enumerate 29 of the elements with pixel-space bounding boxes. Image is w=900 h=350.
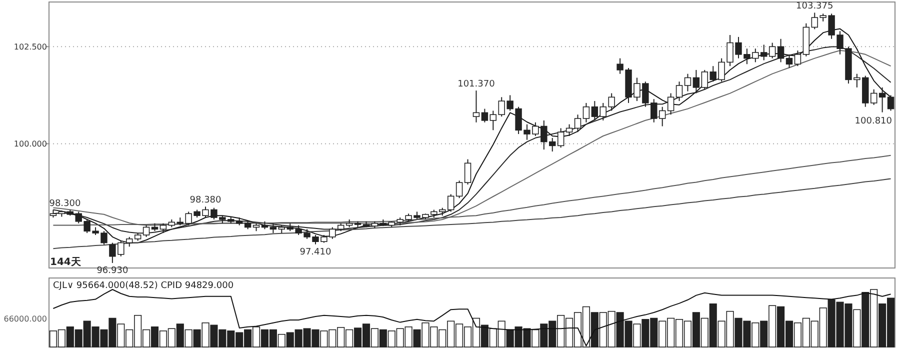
y-tick-label: 100.000 xyxy=(14,140,47,149)
annotation: 96.930 xyxy=(96,266,128,276)
annotation: CJL∨ 95664.000(48.52) CPID 94829.000 xyxy=(53,281,234,291)
candlestick xyxy=(786,54,793,69)
candlestick xyxy=(692,69,700,94)
candlestick xyxy=(591,100,598,121)
annotation: 101.370 xyxy=(458,80,496,90)
candlestick xyxy=(878,86,886,113)
candlestick xyxy=(887,94,894,112)
candlestick xyxy=(582,102,590,123)
candlestick xyxy=(667,92,674,116)
annotation: 98.300 xyxy=(49,198,81,209)
annotation: 98.380 xyxy=(190,196,222,206)
candlestick xyxy=(464,158,472,186)
candlestick xyxy=(481,108,488,123)
annotation: 103.375 xyxy=(796,2,834,12)
candlestick xyxy=(566,124,573,136)
candlestick xyxy=(676,81,683,102)
candlestick xyxy=(557,128,564,148)
candlestick xyxy=(794,50,802,67)
candlestick xyxy=(456,180,463,199)
candlestick xyxy=(574,114,582,133)
annotation: 144天 xyxy=(50,256,82,268)
candlestick xyxy=(472,90,480,123)
annotation: 100.810 xyxy=(854,116,892,126)
text: 66000.000 xyxy=(4,314,47,324)
candlestick xyxy=(684,73,692,92)
y-tick-label: 102.500 xyxy=(14,42,47,52)
annotation: 97.410 xyxy=(300,247,332,258)
